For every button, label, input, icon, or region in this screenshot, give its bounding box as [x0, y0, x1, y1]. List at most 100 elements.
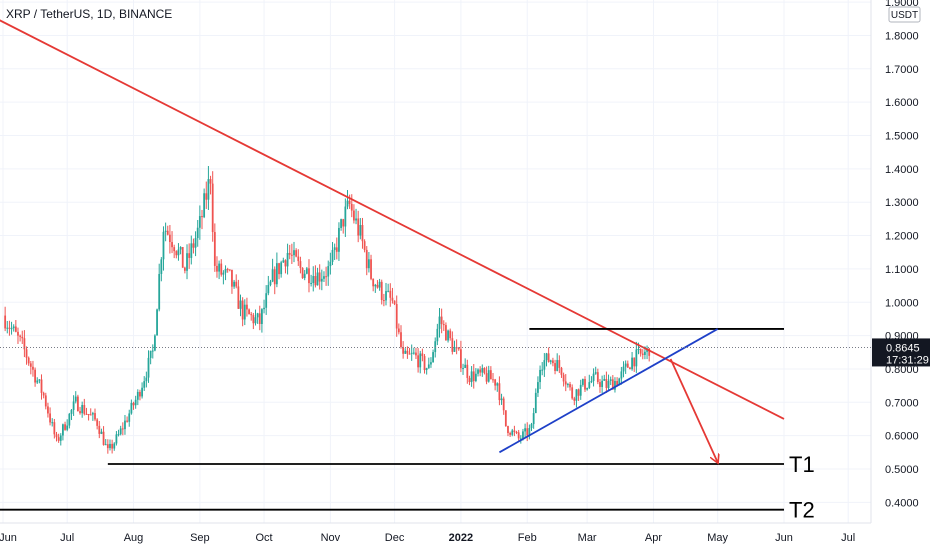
- candle-body: [280, 262, 283, 275]
- candle-body: [462, 368, 464, 370]
- current-price-value: 0.8645: [886, 342, 920, 354]
- candle-body: [412, 352, 415, 354]
- candle-body: [91, 413, 94, 415]
- candle-body: [504, 410, 507, 427]
- candle-body: [96, 419, 99, 426]
- candle-body: [344, 206, 347, 227]
- candle-body: [498, 383, 501, 401]
- candle-body: [29, 363, 32, 367]
- candle-body: [594, 372, 597, 374]
- candlestick-series: [4, 166, 651, 454]
- price-tick-label: 1.8000: [885, 30, 919, 42]
- candle-body: [6, 327, 9, 329]
- price-tick-label: 1.4000: [885, 164, 919, 176]
- candle-body: [72, 401, 75, 410]
- candle-body: [487, 370, 490, 382]
- candle-body: [624, 363, 627, 367]
- candle-body: [220, 263, 223, 275]
- candle-body: [226, 269, 229, 271]
- candle-body: [626, 363, 629, 368]
- candle-body: [261, 309, 263, 325]
- time-tick-label: Jun: [0, 532, 17, 544]
- candle-body: [370, 259, 372, 279]
- candle-body: [616, 380, 619, 386]
- candle-body: [466, 364, 469, 378]
- candle-body: [524, 428, 526, 432]
- candle-body: [575, 389, 578, 401]
- candle-body: [391, 297, 394, 301]
- candle-body: [402, 347, 405, 354]
- candle-body: [470, 371, 473, 383]
- candle-body: [631, 357, 633, 370]
- candle-body: [453, 347, 456, 352]
- candle-body: [635, 349, 638, 367]
- candle-body: [406, 350, 409, 354]
- candle-body: [541, 369, 544, 371]
- candle-body: [629, 367, 631, 370]
- candle-body: [68, 413, 71, 426]
- candle-body: [316, 272, 319, 286]
- candle-body: [147, 357, 150, 378]
- candle-body: [380, 281, 383, 301]
- candle-body: [243, 304, 246, 320]
- candle-body: [348, 200, 351, 204]
- candle-body: [8, 327, 11, 329]
- currency-badge[interactable]: USDT: [888, 6, 921, 23]
- candle-body: [552, 360, 554, 364]
- candle-body: [282, 260, 285, 263]
- candle-body: [434, 341, 437, 353]
- candle-body: [23, 338, 26, 350]
- candle-body: [128, 413, 131, 422]
- candle-body: [526, 428, 529, 436]
- candle-body: [432, 352, 434, 363]
- candle-body: [596, 372, 599, 383]
- time-tick-label: 2022: [449, 532, 473, 544]
- candle-body: [248, 309, 250, 315]
- price-tick-label: 1.3000: [885, 197, 919, 209]
- candle-body: [560, 367, 563, 375]
- candle-body: [314, 276, 317, 286]
- candle-body: [477, 369, 479, 374]
- candle-body: [404, 350, 407, 354]
- candle-body: [496, 383, 499, 386]
- candle-body: [367, 259, 370, 269]
- candle-body: [98, 425, 101, 434]
- candle-body: [346, 200, 349, 207]
- candle-body: [507, 426, 509, 433]
- candle-body: [106, 444, 109, 449]
- candle-body: [205, 193, 208, 200]
- candle-body: [36, 380, 39, 383]
- candle-body: [143, 381, 146, 388]
- candle-body: [85, 413, 88, 415]
- candle-body: [70, 409, 73, 414]
- price-tick-label: 1.9000: [885, 0, 919, 9]
- time-tick-label: Dec: [385, 532, 405, 544]
- candle-body: [175, 251, 178, 256]
- candle-body: [79, 411, 81, 414]
- candle-body: [554, 363, 556, 371]
- candle-body: [83, 405, 86, 414]
- candle-body: [207, 179, 210, 200]
- candle-body: [14, 326, 17, 332]
- candle-body: [639, 348, 642, 354]
- candle-body: [528, 428, 531, 436]
- candle-body: [562, 374, 565, 382]
- price-tick-label: 1.1000: [885, 264, 919, 276]
- candle-body: [365, 249, 368, 269]
- candle-body: [492, 379, 494, 381]
- candle-body: [378, 281, 381, 288]
- candle-body: [256, 313, 259, 318]
- candle-body: [288, 252, 291, 255]
- candle-body: [196, 227, 199, 239]
- candle-body: [246, 304, 248, 310]
- price-axis[interactable]: 1.9000 1.8000 1.7000 1.6000 1.5000 1.4000 1.30…: [885, 0, 919, 509]
- candle-body: [325, 276, 327, 278]
- time-axis[interactable]: Jun Jul Aug Sep Oct Nov Dec 2022 Feb Mar Apr May Jun…: [0, 532, 855, 544]
- candle-body: [139, 391, 141, 397]
- candle-body: [460, 349, 462, 369]
- candle-body: [558, 360, 561, 368]
- candle-body: [203, 193, 206, 218]
- candle-body: [44, 395, 47, 407]
- candle-body: [584, 379, 586, 390]
